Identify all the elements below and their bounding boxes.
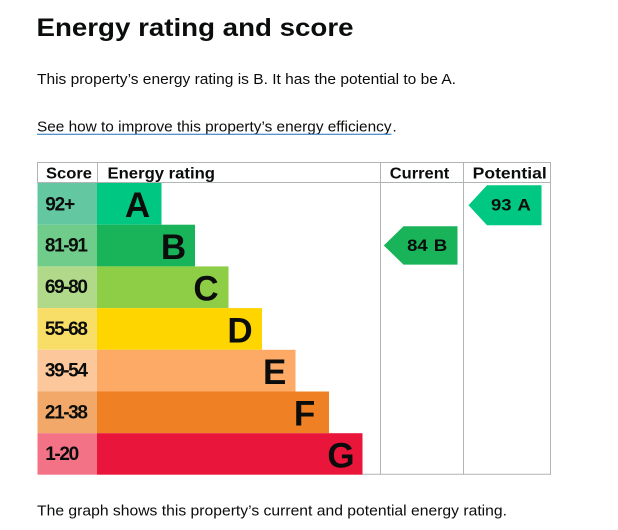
svg-text:Energy rating: Energy rating: [108, 166, 216, 183]
svg-text:E: E: [263, 353, 286, 392]
svg-text:93: 93: [491, 196, 512, 214]
svg-text:81-91: 81-91: [45, 235, 88, 256]
svg-text:A: A: [517, 196, 531, 214]
svg-text:D: D: [227, 311, 252, 350]
svg-text:92+: 92+: [45, 194, 75, 215]
svg-text:F: F: [294, 395, 315, 434]
svg-text:B: B: [161, 228, 186, 267]
svg-text:B: B: [434, 237, 448, 255]
svg-text:55-68: 55-68: [45, 319, 88, 340]
svg-text:84: 84: [407, 237, 428, 255]
svg-text:A: A: [125, 186, 150, 225]
svg-text:C: C: [193, 270, 218, 309]
svg-text:This property’s energy rating: This property’s energy rating is B. It h…: [37, 71, 456, 88]
svg-text:Current: Current: [390, 166, 450, 183]
svg-text:.: .: [393, 119, 397, 136]
svg-text:G: G: [327, 436, 354, 475]
svg-text:21-38: 21-38: [45, 402, 88, 423]
svg-text:Energy rating and score: Energy rating and score: [37, 14, 354, 42]
svg-text:39-54: 39-54: [45, 361, 88, 382]
svg-text:Potential: Potential: [473, 166, 547, 183]
svg-text:See how to improve this proper: See how to improve this property’s energ…: [37, 119, 392, 136]
svg-text:The graph shows this property’: The graph shows this property’s current …: [37, 503, 507, 520]
svg-text:Score: Score: [46, 166, 92, 183]
svg-text:69-80: 69-80: [45, 277, 88, 298]
svg-text:1-20: 1-20: [45, 444, 79, 465]
